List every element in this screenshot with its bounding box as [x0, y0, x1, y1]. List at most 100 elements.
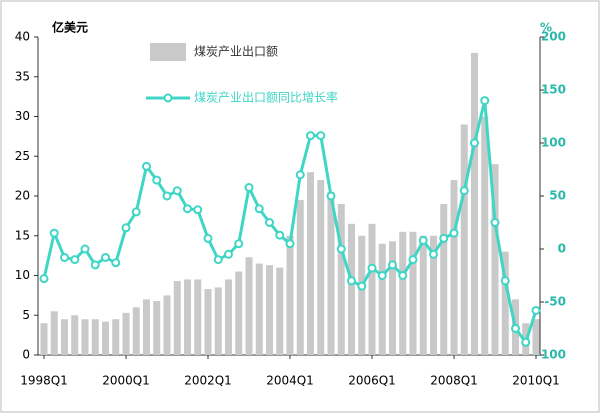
line-marker	[295, 170, 305, 180]
bar	[317, 180, 325, 355]
bar	[204, 289, 212, 355]
legend-swatch	[150, 43, 186, 61]
bar	[102, 321, 109, 355]
x-tick-label: 2006Q1	[348, 374, 396, 388]
y2-axis-label: %	[540, 21, 552, 35]
bar	[235, 271, 243, 355]
y-axis-label: 亿美元	[52, 20, 88, 35]
bar	[337, 203, 345, 355]
line-marker	[470, 138, 479, 148]
line-marker	[326, 191, 336, 201]
bar	[214, 287, 222, 355]
bar	[40, 323, 48, 355]
x-tick-label: 2004Q1	[266, 374, 314, 388]
y-tick-label: 40	[15, 30, 30, 44]
x-tick-label: 2010Q1	[512, 374, 560, 388]
bar	[153, 300, 161, 355]
x-tick-label: 2008Q1	[430, 374, 478, 388]
line-marker	[203, 233, 213, 243]
bar	[389, 241, 396, 355]
x-tick-label: 1998Q1	[20, 374, 68, 388]
bar	[266, 265, 273, 355]
line-marker	[408, 255, 418, 265]
bar	[163, 295, 171, 355]
line-marker	[347, 276, 356, 286]
bar	[430, 235, 437, 355]
bar	[358, 235, 366, 355]
line-marker	[511, 324, 520, 333]
line-marker	[265, 218, 274, 227]
legend-swatch	[163, 93, 173, 103]
line-marker	[193, 205, 203, 215]
bar	[245, 257, 253, 355]
legend-label: 煤炭产业出口额同比增长率	[194, 90, 338, 105]
bar	[132, 307, 140, 355]
y-tick-label: 25	[15, 149, 30, 163]
y-tick-label: 30	[15, 109, 30, 123]
bar	[378, 243, 386, 355]
x-tick-label: 2002Q1	[184, 374, 232, 388]
line-marker	[131, 207, 141, 217]
line-marker	[357, 281, 367, 291]
bar	[532, 319, 540, 355]
line-marker	[224, 249, 233, 259]
line-marker	[418, 236, 428, 246]
bar	[184, 279, 191, 355]
line-marker	[213, 255, 223, 265]
line-marker	[531, 305, 541, 315]
bar	[225, 279, 232, 355]
bar	[112, 319, 120, 355]
y-tick-label: 5	[22, 308, 30, 322]
bar	[450, 180, 458, 355]
line-marker	[90, 260, 100, 270]
line-marker	[459, 186, 469, 196]
line-marker	[254, 204, 264, 214]
bar	[419, 235, 427, 355]
y2-tick-label: -50	[544, 295, 566, 309]
line-marker	[80, 244, 90, 254]
bar	[143, 299, 150, 355]
bar	[255, 263, 263, 355]
bar	[368, 223, 376, 355]
bar	[460, 124, 468, 355]
line-marker	[162, 191, 172, 201]
y2-tick-label: 0	[558, 242, 566, 256]
line-marker	[172, 186, 182, 196]
y2-tick-label: 200	[541, 30, 566, 44]
legend-label: 煤炭产业出口额	[194, 45, 278, 59]
line-marker	[377, 271, 387, 280]
line-marker	[60, 252, 69, 262]
line-marker	[275, 230, 285, 240]
line-marker	[142, 161, 151, 171]
x-tick-label: 2000Q1	[102, 374, 150, 388]
y2-tick-label: 50	[549, 189, 566, 203]
line-marker	[439, 233, 449, 243]
y-tick-label: 15	[15, 228, 30, 242]
bar	[81, 319, 89, 355]
y-tick-label: 35	[15, 69, 30, 83]
y2-tick-label: 100	[541, 136, 566, 150]
y2-tick-label: 150	[541, 83, 566, 97]
line-marker	[521, 337, 531, 347]
line-marker	[388, 260, 397, 270]
bar	[491, 164, 499, 355]
bar	[50, 311, 58, 355]
bar	[71, 315, 79, 355]
line-marker	[336, 244, 346, 254]
bar	[276, 267, 284, 355]
bar	[348, 223, 355, 355]
line-marker	[500, 276, 510, 286]
line-marker	[316, 131, 326, 141]
bar	[122, 312, 130, 355]
bar	[91, 319, 99, 355]
bar	[440, 203, 448, 355]
bar	[194, 279, 202, 355]
y-tick-label: 20	[15, 189, 30, 203]
bar	[307, 172, 314, 355]
line-marker	[490, 218, 500, 227]
line-marker	[306, 131, 315, 141]
bar	[173, 281, 181, 355]
line-marker	[101, 252, 110, 262]
line-marker	[152, 175, 162, 185]
